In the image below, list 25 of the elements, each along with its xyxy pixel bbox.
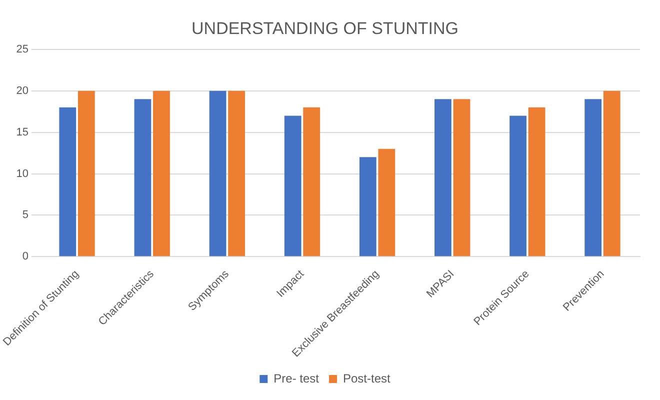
legend-label: Post-test bbox=[343, 371, 392, 386]
y-tick-label: 15 bbox=[16, 126, 29, 138]
bar bbox=[209, 90, 226, 256]
legend-label: Pre- test bbox=[274, 371, 320, 386]
bar bbox=[284, 116, 302, 256]
chart-title: UNDERSTANDING OF STUNTING bbox=[192, 18, 458, 38]
bar bbox=[378, 148, 396, 256]
bar bbox=[603, 90, 620, 256]
bar bbox=[528, 107, 546, 256]
bar bbox=[134, 99, 152, 256]
bar bbox=[153, 90, 170, 256]
y-tick-label: 5 bbox=[22, 209, 29, 222]
y-tick-label: 0 bbox=[22, 250, 29, 263]
bar bbox=[59, 107, 76, 256]
y-tick-label: 20 bbox=[16, 84, 29, 97]
y-tick-label: 10 bbox=[16, 168, 29, 180]
bar bbox=[228, 90, 245, 256]
bar bbox=[584, 99, 602, 256]
bar bbox=[78, 90, 95, 256]
bar bbox=[303, 107, 320, 256]
bar bbox=[434, 99, 452, 256]
bar bbox=[359, 157, 376, 256]
bar bbox=[453, 99, 470, 256]
y-tick-label: 25 bbox=[16, 43, 29, 56]
bar bbox=[510, 116, 526, 256]
